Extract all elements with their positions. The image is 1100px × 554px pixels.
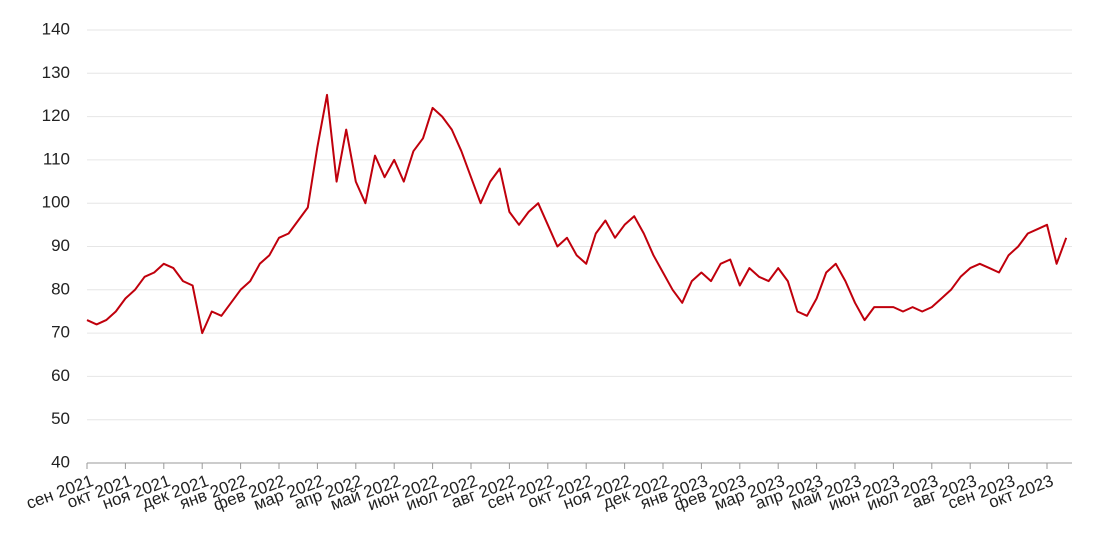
- y-tick-label: 40: [51, 452, 70, 471]
- y-tick-label: 80: [51, 279, 70, 298]
- y-tick-label: 100: [42, 193, 70, 212]
- y-tick-label: 90: [51, 236, 70, 255]
- y-tick-label: 60: [51, 366, 70, 385]
- y-tick-label: 110: [43, 149, 70, 168]
- y-tick-label: 130: [42, 63, 70, 82]
- y-tick-label: 120: [42, 106, 70, 125]
- y-tick-label: 140: [42, 19, 70, 38]
- price-line: [86, 93, 1068, 335]
- y-tick-label: 70: [51, 323, 70, 342]
- y-tick-label: 50: [51, 409, 70, 428]
